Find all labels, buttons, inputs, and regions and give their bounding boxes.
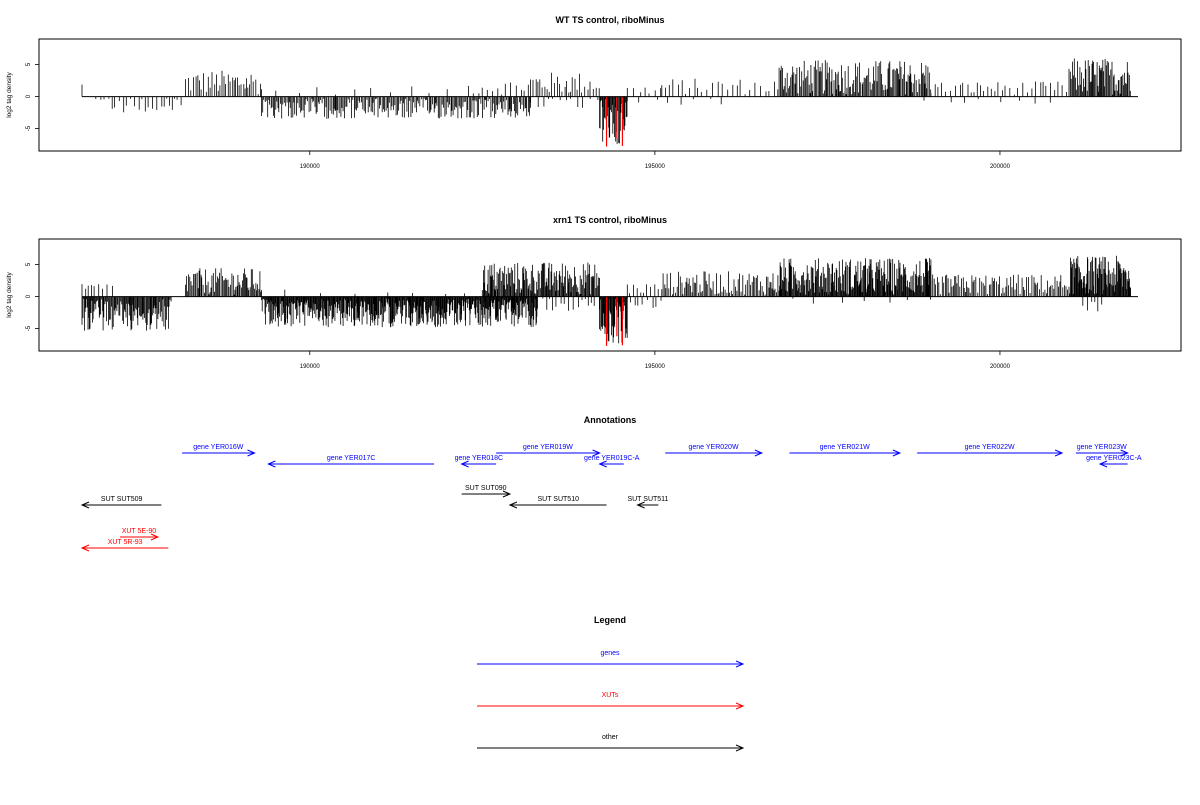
- feature-label: gene YER023W: [1077, 444, 1127, 451]
- feature-label: gene YER021W: [820, 444, 870, 451]
- feature-arrowhead: [1054, 449, 1064, 457]
- feature-label: gene YER016W: [193, 444, 243, 451]
- x-tick-label: 195000: [645, 364, 666, 370]
- annotation-feature: SUT SUT090: [461, 485, 512, 498]
- feature-arrowhead: [247, 449, 256, 457]
- feature-arrowhead: [150, 533, 160, 541]
- feature-label: SUT SUT509: [101, 496, 143, 503]
- xrn1-highlight-bars: [605, 296, 624, 346]
- annotation-feature: gene YER023W: [1075, 444, 1129, 457]
- feature-arrowhead: [592, 449, 601, 457]
- annotation-feature: XUT 5E-90: [119, 528, 160, 541]
- annotation-feature: gene YER019W: [496, 444, 601, 457]
- y-tick-label: 5: [26, 62, 32, 66]
- xrn1-y-axis: log2 tag density -5 0 5: [6, 262, 40, 331]
- wt-y-axis-label: log2 tag density: [6, 71, 13, 117]
- annotation-feature: SUT SUT510: [508, 496, 607, 509]
- feature-label: gene YER023C-A: [1086, 455, 1142, 462]
- feature-arrowhead: [892, 449, 902, 457]
- feature-label: XUT 5E-90: [122, 528, 157, 535]
- feature-label: gene YER017C: [327, 455, 376, 462]
- legend-item: other: [477, 734, 745, 752]
- xrn1-track-title: xrn1 TS control, riboMinus: [553, 215, 667, 225]
- x-tick-label: 190000: [300, 164, 321, 170]
- legend-panel: Legend genes XUTs other: [477, 615, 745, 752]
- x-tick-label: 200000: [990, 164, 1011, 170]
- annotation-feature: gene YER016W: [182, 444, 256, 457]
- x-tick-label: 200000: [990, 364, 1011, 370]
- feature-label: SUT SUT511: [627, 496, 668, 503]
- wt-track-panel: WT TS control, riboMinus log2 tag densit…: [6, 15, 1182, 170]
- y-tick-label: 5: [26, 262, 32, 266]
- feature-label: gene YER019C-A: [584, 455, 640, 462]
- y-tick-label: -5: [26, 125, 32, 131]
- legend-item: genes: [477, 650, 745, 668]
- feature-label: gene YER022W: [965, 444, 1015, 451]
- annotation-feature: SUT SUT511: [627, 496, 669, 509]
- legend-item: XUTs: [477, 692, 745, 710]
- wt-x-axis: 190000 195000 200000: [300, 150, 1011, 170]
- legend-arrowhead: [735, 660, 745, 668]
- xrn1-data-bars: [81, 255, 1131, 344]
- wt-highlight-bars: [605, 96, 624, 147]
- feature-label: XUT 5R-93: [108, 539, 143, 546]
- feature-label: gene YER018C: [455, 455, 504, 462]
- legend-label: genes: [600, 650, 620, 657]
- feature-label: SUT SUT510: [537, 496, 579, 503]
- legend-arrowhead: [735, 702, 745, 710]
- legend-label: XUTs: [602, 692, 619, 699]
- annotation-features: gene YER016W gene YER017C gene YER018C gene…: [80, 444, 1142, 552]
- feature-arrowhead: [80, 544, 90, 552]
- legend-arrowhead: [735, 744, 745, 752]
- x-tick-label: 190000: [300, 364, 321, 370]
- y-tick-label: 0: [26, 94, 32, 98]
- y-tick-label: -5: [26, 325, 32, 331]
- annotation-feature: XUT 5R-93: [80, 539, 169, 552]
- x-tick-label: 195000: [645, 164, 666, 170]
- feature-arrowhead: [754, 449, 764, 457]
- feature-arrowhead: [502, 490, 512, 498]
- feature-arrowhead: [598, 460, 607, 468]
- feature-arrowhead: [267, 460, 276, 468]
- annotation-feature: gene YER020W: [665, 444, 764, 457]
- wt-data-bars: [81, 58, 1131, 144]
- feature-label: gene YER020W: [688, 444, 738, 451]
- xrn1-track-panel: xrn1 TS control, riboMinus log2 tag dens…: [6, 215, 1182, 370]
- annotation-feature: SUT SUT509: [80, 496, 162, 509]
- annotation-feature: gene YER019C-A: [584, 455, 640, 468]
- wt-y-axis: log2 tag density -5 0 5: [6, 62, 40, 131]
- y-tick-label: 0: [26, 294, 32, 298]
- xrn1-y-axis-label: log2 tag density: [6, 271, 13, 317]
- feature-arrowhead: [80, 501, 90, 509]
- wt-track-title: WT TS control, riboMinus: [556, 15, 665, 25]
- legend-items: genes XUTs other: [477, 650, 745, 752]
- annotation-feature: gene YER021W: [789, 444, 902, 457]
- feature-label: gene YER019W: [523, 444, 573, 451]
- annotation-feature: gene YER023C-A: [1086, 455, 1142, 468]
- xrn1-x-axis: 190000 195000 200000: [300, 350, 1011, 370]
- annotation-feature: gene YER022W: [917, 444, 1064, 457]
- feature-arrowhead: [460, 460, 469, 468]
- annotations-title: Annotations: [584, 415, 637, 425]
- legend-label: other: [602, 734, 619, 741]
- feature-arrowhead: [636, 501, 645, 509]
- feature-arrowhead: [1120, 449, 1129, 457]
- feature-arrowhead: [508, 501, 518, 509]
- annotation-feature: gene YER018C: [455, 455, 504, 468]
- annotation-feature: gene YER017C: [267, 455, 434, 468]
- feature-label: SUT SUT090: [465, 485, 507, 492]
- feature-arrowhead: [1098, 460, 1108, 468]
- legend-title: Legend: [594, 615, 626, 625]
